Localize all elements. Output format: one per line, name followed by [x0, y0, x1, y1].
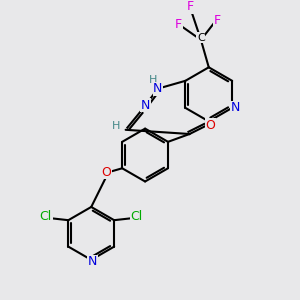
Text: N: N	[88, 255, 97, 268]
Text: H: H	[149, 75, 157, 85]
Text: Cl: Cl	[40, 210, 52, 223]
Text: N: N	[230, 101, 240, 114]
Text: F: F	[187, 0, 194, 13]
Text: N: N	[140, 99, 150, 112]
Text: Cl: Cl	[130, 210, 143, 223]
Text: H: H	[112, 121, 120, 131]
Text: N: N	[153, 82, 163, 95]
Text: F: F	[214, 14, 221, 27]
Text: O: O	[205, 119, 215, 132]
Text: C: C	[197, 33, 205, 43]
Text: O: O	[102, 166, 112, 179]
Text: F: F	[175, 18, 182, 31]
